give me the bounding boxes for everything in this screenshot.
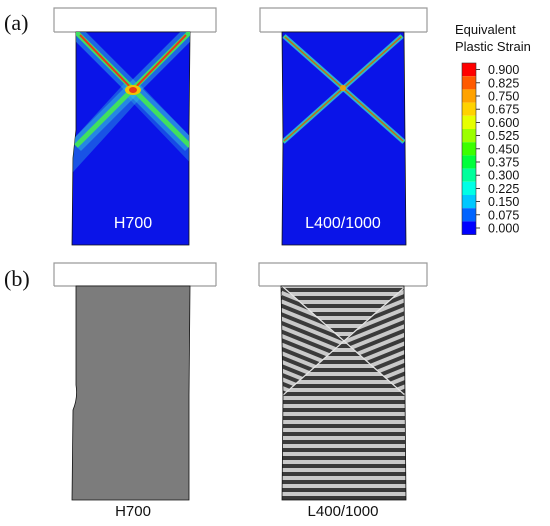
legend-swatch [462,181,476,195]
legend-swatch [462,155,476,169]
legend-title-line1: Equivalent [455,22,516,37]
caption-b-left: H700 [115,503,151,520]
legend-title-line2: Plastic Strain [455,39,531,54]
panel-b-label: (b) [4,266,30,291]
legend-swatch [462,89,476,103]
legend-value-label: 0.525 [488,129,519,143]
panel-a: (a) H700 [4,7,531,246]
caption-a-right: L400/1000 [305,215,381,232]
panel-a-label: (a) [4,10,28,35]
caption-b-right: L400/1000 [308,503,379,520]
shear-bands [282,34,406,144]
panel-b: (b) H700 L400/1000 [4,262,428,520]
legend-value-label: 0.375 [488,156,519,170]
legend-value-label: 0.675 [488,103,519,117]
specimen-body [281,31,407,246]
legend-swatch [462,195,476,209]
legend-swatch [462,168,476,182]
specimen-b-h700: H700 [53,262,217,520]
legend-swatch [462,76,476,90]
legend-swatch [462,142,476,156]
legend-swatch [462,221,476,235]
legend-value-label: 0.225 [488,182,519,196]
legend-value-label: 0.600 [488,116,519,130]
loading-plate-b-right [258,262,428,286]
legend-swatch [462,63,476,77]
legend-swatch [462,115,476,129]
loading-plate-b-left [53,262,217,286]
specimen-a-l400-1000: L400/1000 [259,7,428,246]
loading-plate-a-left [53,7,217,32]
legend-value-label: 0.900 [488,63,519,77]
legend-swatches: 0.9000.8250.7500.6750.6000.5250.4500.375… [461,62,519,236]
legend-value-label: 0.450 [488,142,519,156]
specimen-body [71,31,191,246]
specimen-b-l400-1000: L400/1000 [258,262,428,520]
loading-plate-a-right [259,7,428,32]
caption-a-left: H700 [114,215,152,232]
legend-value-label: 0.150 [488,195,519,209]
legend-value-label: 0.750 [488,90,519,104]
legend-value-label: 0.825 [488,76,519,90]
legend-swatch [462,129,476,143]
specimen-a-h700: H700 [53,7,217,246]
legend-frame [461,62,477,235]
legend-equivalent-plastic-strain: Equivalent Plastic Strain 0.9000.8250.75… [455,22,531,236]
legend-value-label: 0.300 [488,169,519,183]
layered-body [281,286,406,500]
legend-swatch [462,102,476,116]
legend-swatch [462,208,476,222]
legend-value-label: 0.075 [488,208,519,222]
deformed-body [71,285,191,501]
legend-value-label: 0.000 [488,222,519,236]
